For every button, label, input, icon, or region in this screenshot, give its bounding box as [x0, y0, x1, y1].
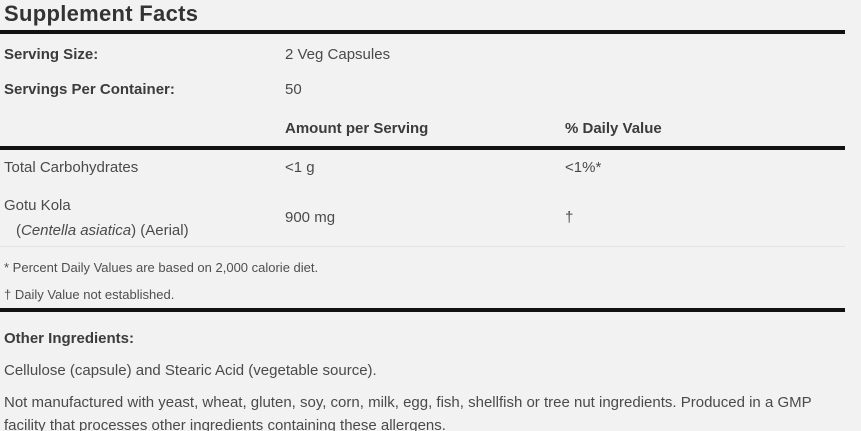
nutrient-row-daily-value: <1%*	[565, 159, 602, 176]
nutrient-row-name: Gotu Kola	[4, 197, 71, 214]
nutrient-row-amount: <1 g	[285, 159, 315, 176]
latin-name-suffix: ) (Aerial)	[131, 222, 189, 239]
thick-divider-bottom	[0, 308, 845, 312]
thick-divider-top	[0, 30, 845, 34]
latin-name: Centella asiatica	[21, 222, 132, 239]
nutrient-row-amount: 900 mg	[285, 209, 336, 226]
column-header-amount: Amount per Serving	[285, 120, 429, 137]
column-header-daily-value: % Daily Value	[565, 120, 662, 137]
nutrient-row-daily-value: †	[565, 209, 574, 226]
other-ingredients-heading: Other Ingredients:	[4, 330, 135, 347]
servings-per-container-value: 50	[285, 81, 302, 98]
latin-name-prefix: (	[16, 222, 21, 239]
thick-divider-header	[0, 146, 845, 150]
footnote-percent-daily-value: * Percent Daily Values are based on 2,00…	[4, 260, 319, 275]
allergen-statement: Not manufactured with yeast, wheat, glut…	[4, 394, 812, 431]
footnote-daily-value-not-established: † Daily Value not established.	[4, 287, 175, 302]
nutrient-row-name-detail: (Centella asiatica) (Aerial)	[16, 223, 189, 238]
nutrient-row-name: Total Carbohydrates	[4, 159, 139, 176]
thin-divider	[0, 246, 845, 247]
serving-size-label: Serving Size:	[4, 46, 99, 63]
other-ingredients-body: Cellulose (capsule) and Stearic Acid (ve…	[4, 362, 377, 379]
servings-per-container-label: Servings Per Container:	[4, 81, 175, 98]
label-title: Supplement Facts	[4, 1, 199, 26]
serving-size-value: 2 Veg Capsules	[285, 46, 391, 63]
